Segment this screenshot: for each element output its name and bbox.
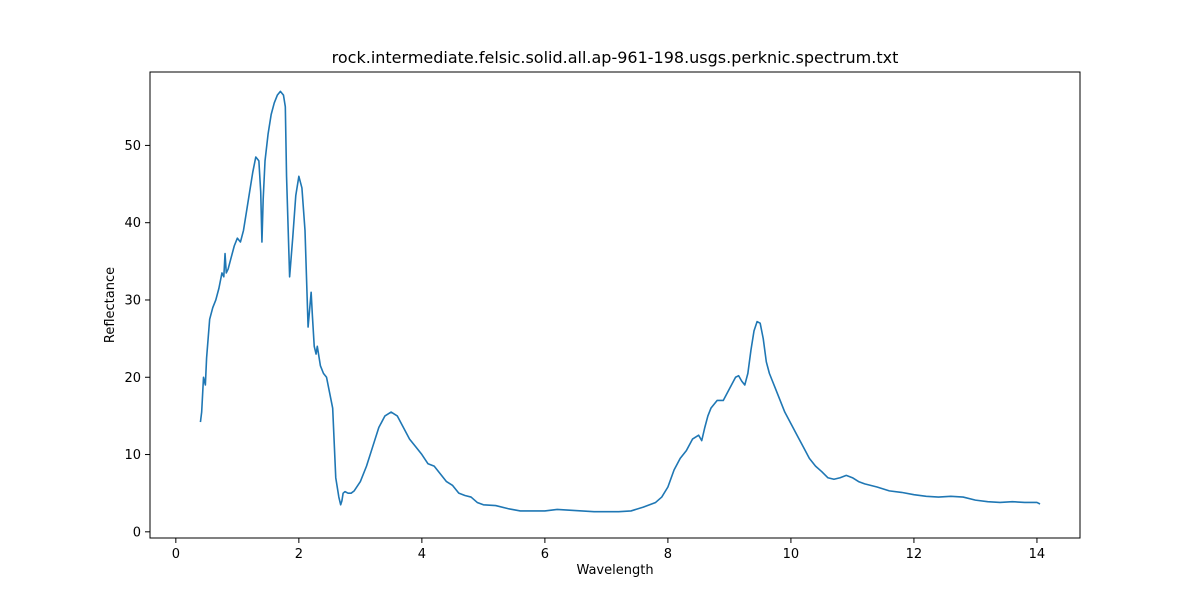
spectrum-line (199, 90, 1041, 513)
y-tick-label: 30 (124, 293, 141, 308)
x-tick-label: 10 (783, 547, 800, 562)
plot-area (199, 90, 1041, 513)
y-tick-label: 50 (124, 139, 141, 154)
y-tick-label: 20 (124, 371, 141, 386)
x-tick-label: 6 (541, 547, 549, 562)
y-tick-label: 10 (124, 448, 141, 463)
plot-frame (149, 71, 1081, 539)
x-axis-label: Wavelength (576, 563, 653, 578)
y-axis-label: Reflectance (103, 267, 118, 343)
x-tick-label: 8 (664, 547, 672, 562)
y-tick-label: 0 (133, 525, 141, 540)
x-tick-label: 14 (1029, 547, 1046, 562)
y-tick-label: 40 (124, 216, 141, 231)
x-tick-label: 2 (295, 547, 303, 562)
x-tick-label: 0 (172, 547, 180, 562)
y-axis-ticks: 0 10 20 30 40 50 (124, 139, 150, 540)
x-tick-label: 12 (906, 547, 923, 562)
x-axis-ticks: 0 2 4 6 8 10 12 14 (172, 538, 1046, 562)
chart-title: rock.intermediate.felsic.solid.all.ap-96… (332, 48, 899, 67)
x-tick-label: 4 (418, 547, 426, 562)
